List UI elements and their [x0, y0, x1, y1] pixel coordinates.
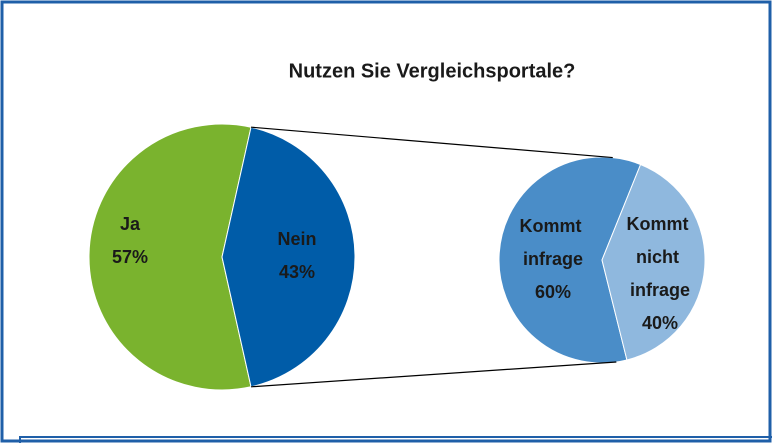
slice-category: Nein — [277, 229, 316, 249]
slice-category: Ja — [120, 214, 141, 234]
pie-slice — [601, 163, 706, 361]
pie-slice — [498, 156, 642, 364]
pie-slice — [221, 126, 356, 388]
slice-value-label: 40% — [642, 313, 678, 333]
connector-line — [250, 361, 617, 388]
chart-title: Nutzen Sie Vergleichsportale? — [289, 60, 576, 82]
slice-value-label: 60% — [535, 282, 571, 302]
slice-value-label: 57% — [112, 247, 148, 267]
slice-category: Kommt nicht infrage — [627, 214, 694, 300]
slice-category: Kommt infrage — [520, 216, 587, 269]
plot-border — [19, 436, 772, 443]
slice-value-label: 43% — [279, 262, 315, 282]
connector-line — [250, 126, 613, 159]
pie-slice — [88, 123, 252, 391]
